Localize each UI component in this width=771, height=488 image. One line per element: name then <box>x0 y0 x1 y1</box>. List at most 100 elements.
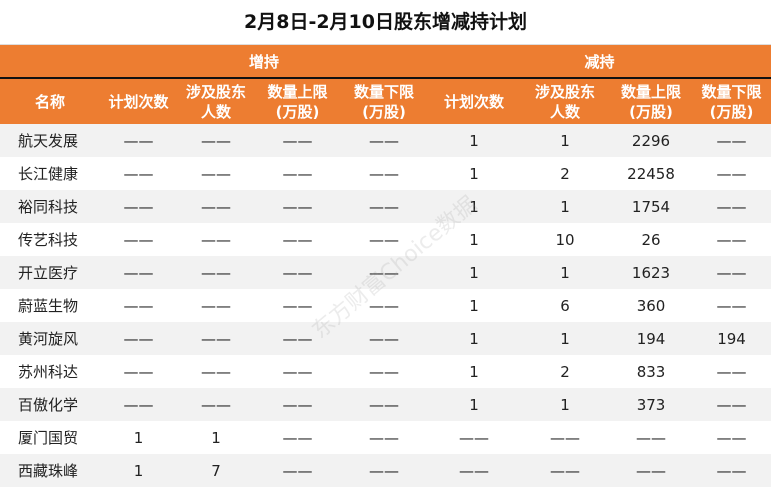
column-header-line: 人数 <box>550 102 581 121</box>
value-cell: 1 <box>211 428 221 447</box>
value-cell: 1 <box>520 124 611 157</box>
value-cell: —— <box>340 388 429 421</box>
value-cell: —— <box>201 296 231 315</box>
value-cell: 7 <box>177 454 255 487</box>
value-cell: 26 <box>641 230 661 249</box>
table-row: 百傲化学 —— —— —— —— 1 1 373 —— <box>0 388 771 421</box>
value-cell: —— <box>340 190 429 223</box>
group-spacer <box>0 45 100 79</box>
value-cell: —— <box>123 296 154 315</box>
value-cell: —— <box>610 454 693 487</box>
column-header-line: 名称 <box>34 92 65 111</box>
column-header-line: 数量下限 <box>354 82 415 101</box>
value-cell: 1 <box>520 190 611 223</box>
value-cell: —— <box>428 454 521 487</box>
company-name-cell: 苏州科达 <box>18 363 79 381</box>
value-cell: 1 <box>469 230 479 249</box>
column-header: 数量上限 (万股) <box>610 78 693 124</box>
value-cell: —— <box>100 388 177 421</box>
column-header-line: 数量下限 <box>701 82 762 101</box>
value-cell: —— <box>692 124 771 157</box>
value-cell: 194 <box>692 322 771 355</box>
value-cell: 22458 <box>627 164 675 183</box>
value-cell: —— <box>177 190 255 223</box>
table-row: 开立医疗 —— —— —— —— 1 1 1623 —— <box>0 256 771 289</box>
value-cell: —— <box>100 256 177 289</box>
column-header: 涉及股东 人数 <box>177 78 255 124</box>
value-cell: 1623 <box>610 256 693 289</box>
value-cell: 360 <box>636 296 666 315</box>
value-cell: —— <box>369 164 399 183</box>
value-cell: —— <box>255 256 340 289</box>
table-row: 传艺科技 —— —— —— —— 1 10 26 —— <box>0 223 771 256</box>
company-name-cell: 长江健康 <box>18 165 79 183</box>
value-cell: —— <box>692 256 771 289</box>
column-header-line: 计划次数 <box>444 92 505 111</box>
value-cell: 1754 <box>610 190 693 223</box>
column-header-line: (万股) <box>709 102 754 121</box>
column-header-line: (万股) <box>362 102 406 121</box>
table-row: 西藏珠峰 1 7 —— —— —— —— —— —— <box>0 454 771 487</box>
column-header: 数量下限 (万股) <box>692 78 771 124</box>
column-header-line: (万股) <box>629 102 673 121</box>
value-cell: 1 <box>520 388 611 421</box>
value-cell: —— <box>340 124 429 157</box>
value-cell: —— <box>550 428 581 447</box>
value-cell: —— <box>716 296 747 315</box>
value-cell: —— <box>459 428 490 447</box>
value-cell: 194 <box>610 322 693 355</box>
value-cell: —— <box>369 362 399 381</box>
column-header: 计划次数 <box>428 78 521 124</box>
value-cell: —— <box>201 164 231 183</box>
table-row: 苏州科达 —— —— —— —— 1 2 833 —— <box>0 355 771 388</box>
column-header-line: 计划次数 <box>108 92 169 111</box>
value-cell: —— <box>177 124 255 157</box>
table-row: 裕同科技 —— —— —— —— 1 1 1754 —— <box>0 190 771 223</box>
table-row: 航天发展 —— —— —— —— 1 1 2296 —— <box>0 124 771 157</box>
value-cell: 1 <box>100 454 177 487</box>
column-header-line: 数量上限 <box>621 82 682 101</box>
value-cell: —— <box>282 164 313 183</box>
page-title: 2月8日-2月10日股东增减持计划 <box>0 0 771 45</box>
value-cell: —— <box>369 296 399 315</box>
company-name-cell: 裕同科技 <box>0 190 100 223</box>
value-cell: —— <box>340 256 429 289</box>
value-cell: 1 <box>469 296 479 315</box>
value-cell: —— <box>123 230 154 249</box>
value-cell: —— <box>255 124 340 157</box>
company-name-cell: 百傲化学 <box>0 388 100 421</box>
group-header-decrease: 减持 <box>428 45 771 79</box>
value-cell: 1 <box>469 362 479 381</box>
value-cell: 1 <box>428 388 521 421</box>
value-cell: 833 <box>636 362 666 381</box>
column-header-line: 数量上限 <box>267 82 328 101</box>
value-cell: 1 <box>469 164 479 183</box>
value-cell: —— <box>716 230 747 249</box>
value-cell: —— <box>201 230 231 249</box>
value-cell: —— <box>100 124 177 157</box>
value-cell: —— <box>123 164 154 183</box>
value-cell: 1 <box>428 124 521 157</box>
value-cell: —— <box>100 322 177 355</box>
value-cell: —— <box>636 428 667 447</box>
value-cell: —— <box>177 256 255 289</box>
value-cell: 1 <box>520 256 611 289</box>
value-cell: 1 <box>520 322 611 355</box>
column-header: 数量上限 (万股) <box>255 78 340 124</box>
column-header-line: (万股) <box>275 102 320 121</box>
column-header: 涉及股东 人数 <box>520 78 611 124</box>
column-header-line: 人数 <box>200 102 231 121</box>
company-name-cell: 西藏珠峰 <box>0 454 100 487</box>
value-cell: —— <box>282 362 313 381</box>
value-cell: —— <box>282 428 313 447</box>
column-header: 计划次数 <box>100 78 177 124</box>
value-cell: 1 <box>428 190 521 223</box>
value-cell: 2 <box>560 164 570 183</box>
company-name-cell: 厦门国贸 <box>18 429 79 447</box>
value-cell: —— <box>716 164 747 183</box>
value-cell: —— <box>201 362 231 381</box>
value-cell: —— <box>692 190 771 223</box>
table-row: 长江健康 —— —— —— —— 1 2 22458 —— <box>0 157 771 190</box>
table-row: 黄河旋风 —— —— —— —— 1 1 194 194 <box>0 322 771 355</box>
value-cell: 1 <box>428 256 521 289</box>
